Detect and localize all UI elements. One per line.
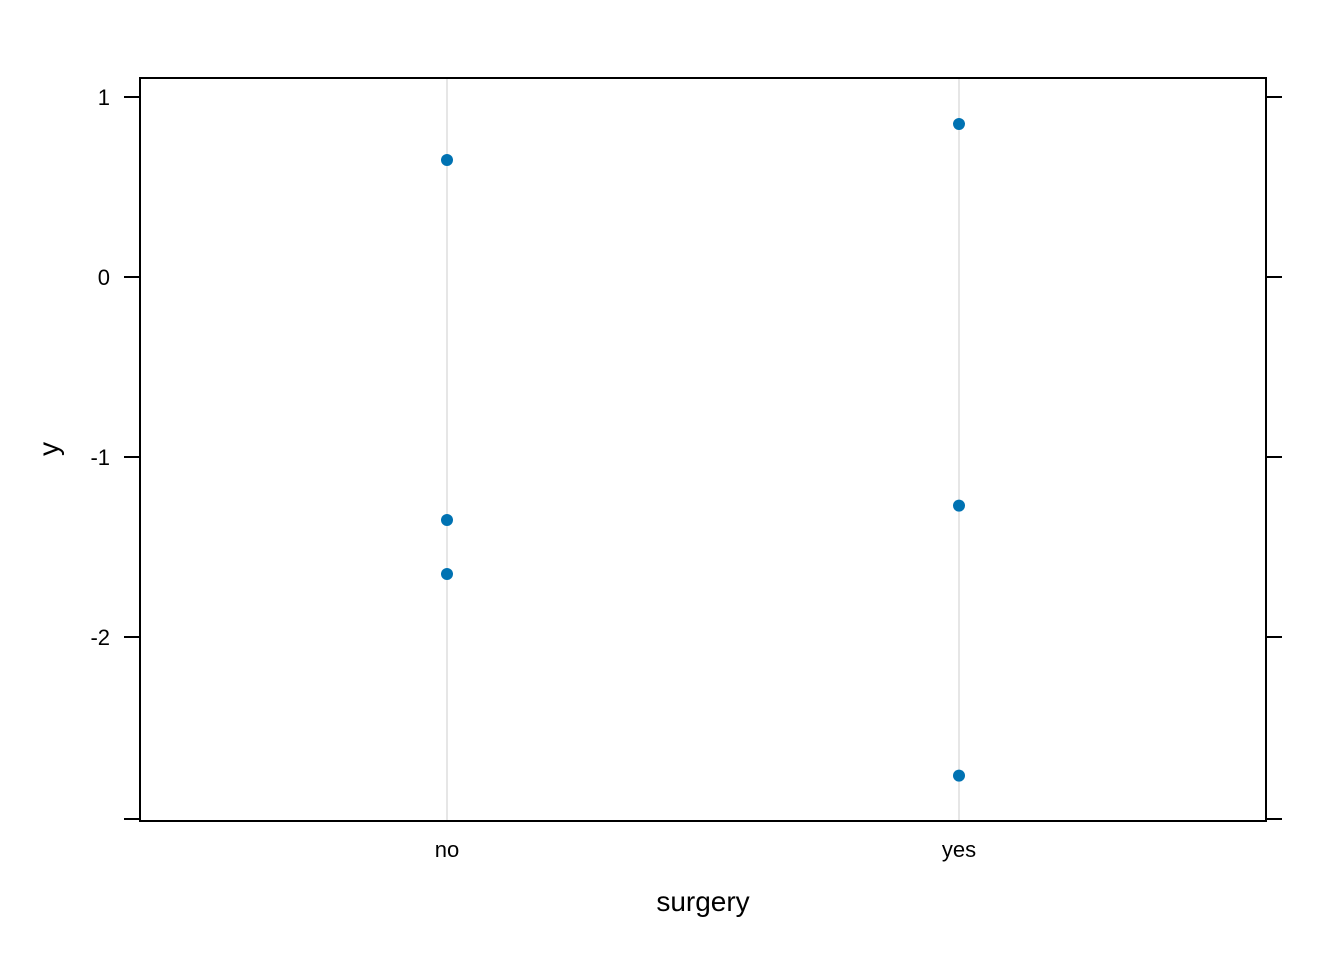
- x-axis-title: surgery: [656, 886, 749, 917]
- x-tick-label-yes: yes: [942, 837, 976, 862]
- data-points: [441, 118, 965, 782]
- x-axis-ticks: no yes: [435, 837, 976, 862]
- y-tick-label: 0: [98, 265, 110, 290]
- y-tick-label: 1: [98, 85, 110, 110]
- data-point: [441, 568, 453, 580]
- y-tick-label: -1: [90, 445, 110, 470]
- data-point: [441, 154, 453, 166]
- gridlines: [446, 78, 960, 821]
- data-point: [441, 514, 453, 526]
- y-tick-label: -2: [90, 625, 110, 650]
- data-point: [953, 769, 965, 782]
- data-point: [953, 118, 965, 130]
- y-axis-ticks: 1 0 -1 -2: [90, 85, 1282, 820]
- y-axis-title: y: [33, 442, 64, 456]
- data-point: [953, 499, 965, 512]
- x-tick-label-no: no: [435, 837, 459, 862]
- plot-frame: [139, 77, 1267, 822]
